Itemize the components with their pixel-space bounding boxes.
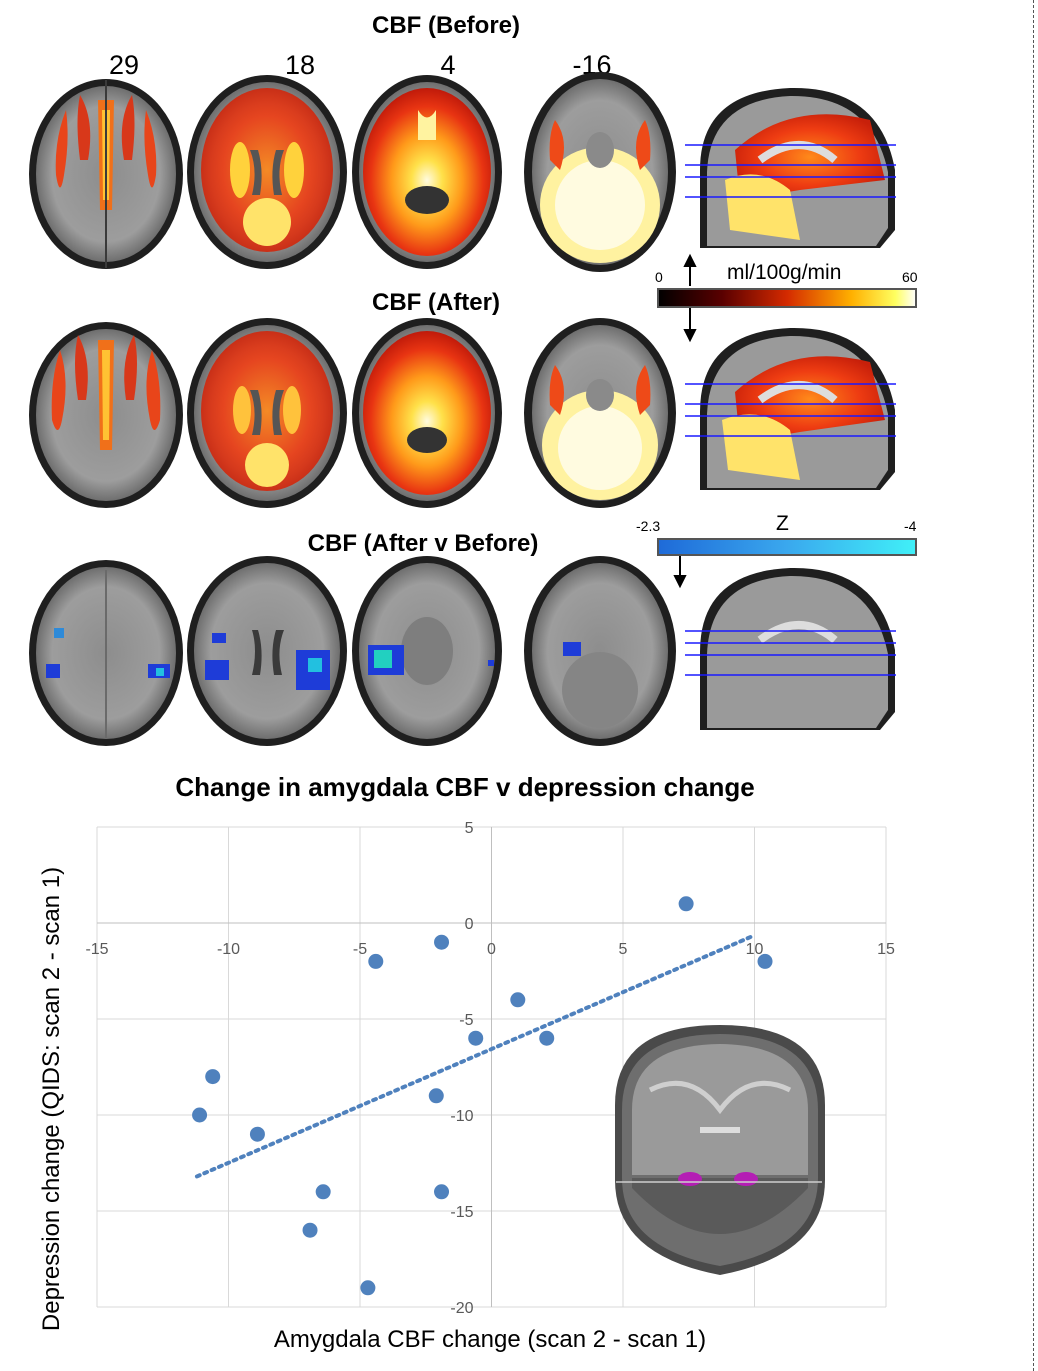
axial-slice-before-29	[29, 79, 183, 269]
colorbar-z-label: Z	[776, 512, 789, 535]
x-tick-label: -10	[217, 941, 240, 958]
data-point	[205, 1069, 221, 1085]
axial-slice-before-18	[187, 75, 347, 269]
axial-slice-diff-29	[29, 560, 183, 746]
data-point	[192, 1107, 208, 1123]
y-tick-label: -10	[450, 1108, 473, 1125]
trendline	[194, 934, 754, 1179]
slice-number: 18	[284, 50, 316, 80]
x-tick-label: -5	[353, 941, 367, 958]
data-point	[428, 1088, 444, 1104]
sagittal-after	[685, 327, 896, 490]
colorbar-cbf-max: 60	[902, 269, 918, 285]
axial-slice-diff-18	[187, 556, 347, 746]
data-point	[757, 953, 773, 969]
x-tick-label: 15	[877, 941, 895, 958]
y-tick-label: 5	[465, 820, 474, 837]
chart-axes	[97, 827, 886, 1307]
data-point	[539, 1030, 555, 1046]
data-point	[434, 934, 450, 950]
colorbar-z-max: -4	[904, 518, 917, 534]
x-tick-label: 10	[746, 941, 764, 958]
chart-points	[192, 896, 773, 1296]
x-tick-label: 5	[619, 941, 628, 958]
slice-number: 29	[108, 50, 140, 80]
y-tick-label: 0	[465, 916, 474, 933]
slice-number: 4	[440, 50, 456, 80]
figure-border-dashed	[1033, 0, 1034, 1371]
data-point	[368, 953, 384, 969]
y-tick-label: -20	[450, 1300, 473, 1317]
brain-image-panels	[29, 72, 917, 746]
data-point	[510, 992, 526, 1008]
axial-slice-after-29	[29, 322, 183, 508]
data-point	[360, 1280, 376, 1296]
x-tick-label: 0	[487, 941, 496, 958]
data-point	[678, 896, 694, 912]
data-point	[249, 1126, 265, 1142]
sagittal-before	[685, 87, 896, 248]
x-axis-label: Amygdala CBF change (scan 2 - scan 1)	[273, 1326, 707, 1353]
data-point	[468, 1030, 484, 1046]
chart-tick-labels: -15 -10 -5 0 5 10 15 5 0 -5 -10 -15 -20	[85, 820, 895, 1317]
arrow-icon-up	[683, 253, 697, 286]
title-cbf-before: CBF (Before)	[372, 12, 520, 39]
data-point	[315, 1184, 331, 1200]
colorbar-cbf	[657, 288, 917, 308]
colorbar-z	[657, 538, 917, 556]
coronal-head-amygdala-image	[615, 1025, 825, 1275]
y-tick-label: -5	[459, 1012, 473, 1029]
sagittal-diff	[685, 567, 896, 730]
scatter-chart: -15 -10 -5 0 5 10 15 5 0 -5 -10 -15 -20	[85, 820, 895, 1317]
axial-slice-before-neg16	[524, 72, 676, 272]
axial-slice-after-neg16	[524, 318, 676, 508]
axial-slice-after-4	[352, 318, 502, 508]
axial-slice-diff-4	[352, 556, 502, 746]
colorbar-cbf-min: 0	[655, 269, 663, 285]
axial-slice-diff-neg16	[524, 556, 676, 746]
title-cbf-after-v-before: CBF (After v Before)	[307, 530, 539, 557]
title-cbf-after: CBF (After)	[372, 289, 500, 316]
colorbar-cbf-unit: ml/100g/min	[727, 261, 842, 284]
data-point	[302, 1222, 318, 1238]
data-point	[434, 1184, 450, 1200]
y-axis-label: Depression change (QIDS: scan 2 - scan 1…	[38, 866, 65, 1332]
axial-slice-after-18	[187, 318, 347, 508]
arrow-icon-down	[683, 308, 697, 343]
chart-title: Change in amygdala CBF v depression chan…	[175, 772, 755, 802]
colorbar-z-min: -2.3	[636, 518, 661, 534]
arrow-icon-down	[673, 556, 687, 589]
axial-slice-before-4	[352, 75, 502, 269]
x-tick-label: -15	[85, 941, 108, 958]
y-tick-label: -15	[450, 1204, 473, 1221]
